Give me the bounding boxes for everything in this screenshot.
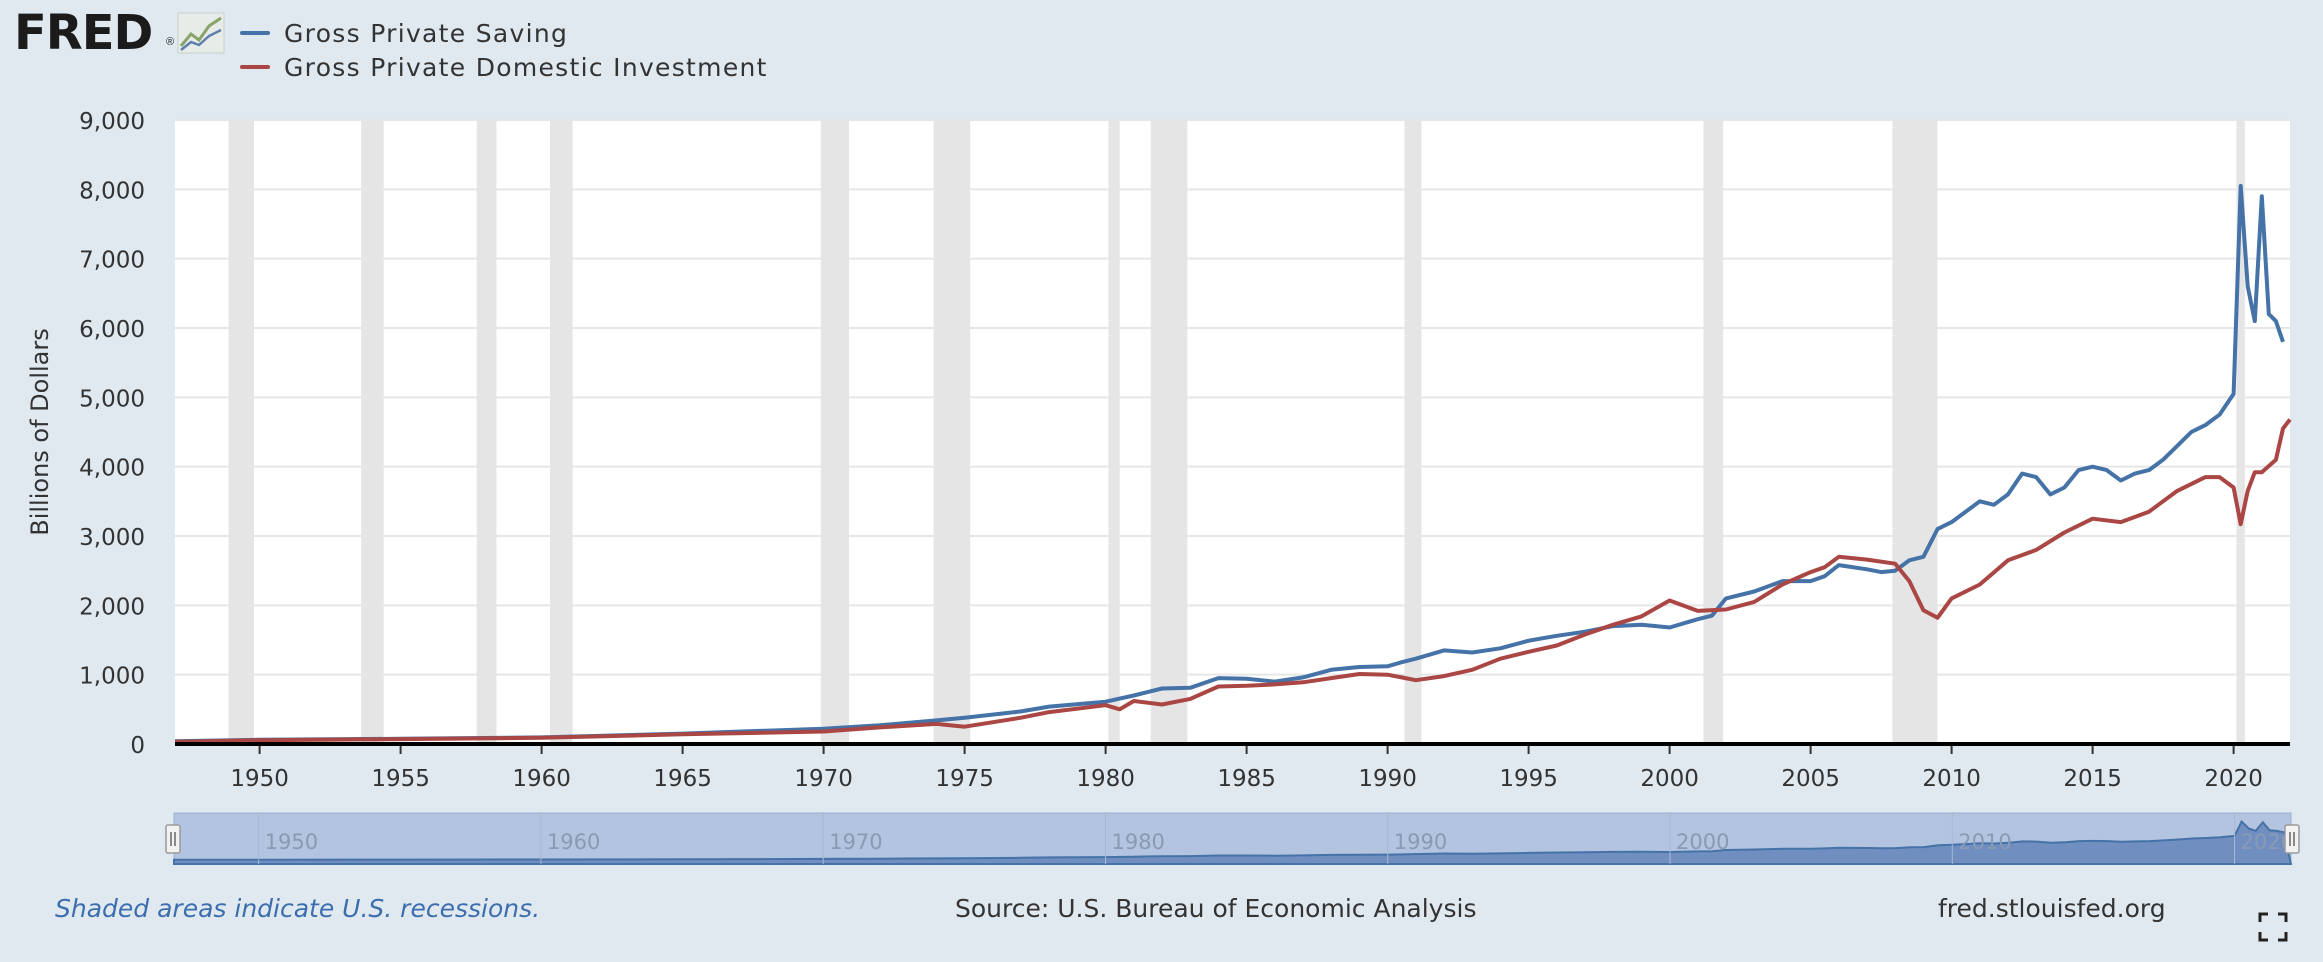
legend-item-saving[interactable]: Gross Private Saving — [240, 16, 768, 50]
chart-legend: Gross Private Saving Gross Private Domes… — [240, 16, 768, 84]
navigator-handle-left[interactable] — [165, 824, 181, 854]
navigator-tick-label: 1950 — [265, 830, 318, 854]
legend-label-investment: Gross Private Domestic Investment — [284, 52, 768, 82]
navigator-tick-label: 2010 — [1958, 830, 2011, 854]
fred-logo[interactable]: FRED ® — [14, 8, 228, 58]
source-text: Source: U.S. Bureau of Economic Analysis — [955, 894, 1477, 923]
y-tick-label: 7,000 — [79, 248, 145, 274]
y-tick-label: 4,000 — [79, 456, 145, 482]
x-tick-label: 1960 — [512, 766, 571, 792]
recession-band — [2236, 120, 2245, 744]
recession-band — [933, 120, 971, 744]
navigator-handle-right[interactable] — [2284, 824, 2300, 854]
y-tick-label: 9,000 — [79, 109, 145, 135]
x-tick-label: 1970 — [794, 766, 853, 792]
y-tick-label: 6,000 — [79, 317, 145, 343]
y-tick-label: 5,000 — [79, 386, 145, 412]
y-tick-label: 2,000 — [79, 594, 145, 620]
x-tick-label: 1985 — [1217, 766, 1276, 792]
navigator-tick-label: 1970 — [829, 830, 882, 854]
navigator[interactable]: 1950 1960 1970 1980 1990 2000 2010 2020 — [165, 812, 2300, 865]
legend-swatch-investment — [240, 65, 270, 69]
legend-item-investment[interactable]: Gross Private Domestic Investment — [240, 50, 768, 84]
x-tick-label: 1995 — [1499, 766, 1558, 792]
fullscreen-icon[interactable] — [2258, 912, 2288, 942]
navigator-series — [173, 819, 2293, 865]
recession-band — [361, 120, 384, 744]
logo-text: FRED — [14, 5, 153, 61]
x-tick-label: 1990 — [1358, 766, 1417, 792]
legend-label-saving: Gross Private Saving — [284, 18, 569, 48]
navigator-tick-label: 1980 — [1111, 830, 1164, 854]
x-tick-label: 1975 — [935, 766, 994, 792]
y-tick-label: 0 — [130, 733, 145, 759]
x-tick-label: 1965 — [653, 766, 712, 792]
series-line-saving — [174, 183, 2285, 744]
recession-band — [820, 120, 849, 744]
logo-registered-mark: ® — [166, 36, 175, 48]
y-tick-label: 3,000 — [79, 525, 145, 551]
x-tick-label: 1980 — [1076, 766, 1135, 792]
x-tick-label: 1955 — [371, 766, 430, 792]
x-tick-label: 2005 — [1781, 766, 1840, 792]
recession-band — [1892, 120, 1938, 744]
recession-band — [550, 120, 573, 744]
recession-band — [476, 120, 497, 744]
x-tick-label: 2020 — [2204, 766, 2263, 792]
line-chart: 0 1,000 2,000 3,000 4,000 5,000 6,000 7,000 8,00… — [26, 109, 2300, 865]
series-line-investment — [174, 418, 2292, 744]
y-tick-label: 1,000 — [79, 664, 145, 690]
chart-icon — [177, 12, 225, 54]
navigator-tick-label: 1990 — [1394, 830, 1447, 854]
recession-band — [1703, 120, 1724, 744]
recession-band — [1150, 120, 1188, 744]
x-tick-label: 2000 — [1640, 766, 1699, 792]
recession-note: Shaded areas indicate U.S. recessions. — [55, 894, 541, 923]
y-axis-label: Billions of Dollars — [26, 328, 54, 536]
x-tick-label: 2015 — [2063, 766, 2122, 792]
legend-swatch-saving — [240, 31, 270, 35]
recession-band — [1108, 120, 1120, 744]
recession-band — [228, 120, 254, 744]
y-tick-label: 8,000 — [79, 178, 145, 204]
site-link[interactable]: fred.stlouisfed.org — [1938, 894, 2166, 923]
x-tick-label: 2010 — [1922, 766, 1981, 792]
recession-band — [1404, 120, 1422, 744]
plot-area-group: 0 1,000 2,000 3,000 4,000 5,000 6,000 7,000 8,00… — [26, 109, 2292, 792]
navigator-tick-label: 1960 — [547, 830, 600, 854]
navigator-tick-label: 2000 — [1676, 830, 1729, 854]
x-tick-label: 1950 — [230, 766, 289, 792]
